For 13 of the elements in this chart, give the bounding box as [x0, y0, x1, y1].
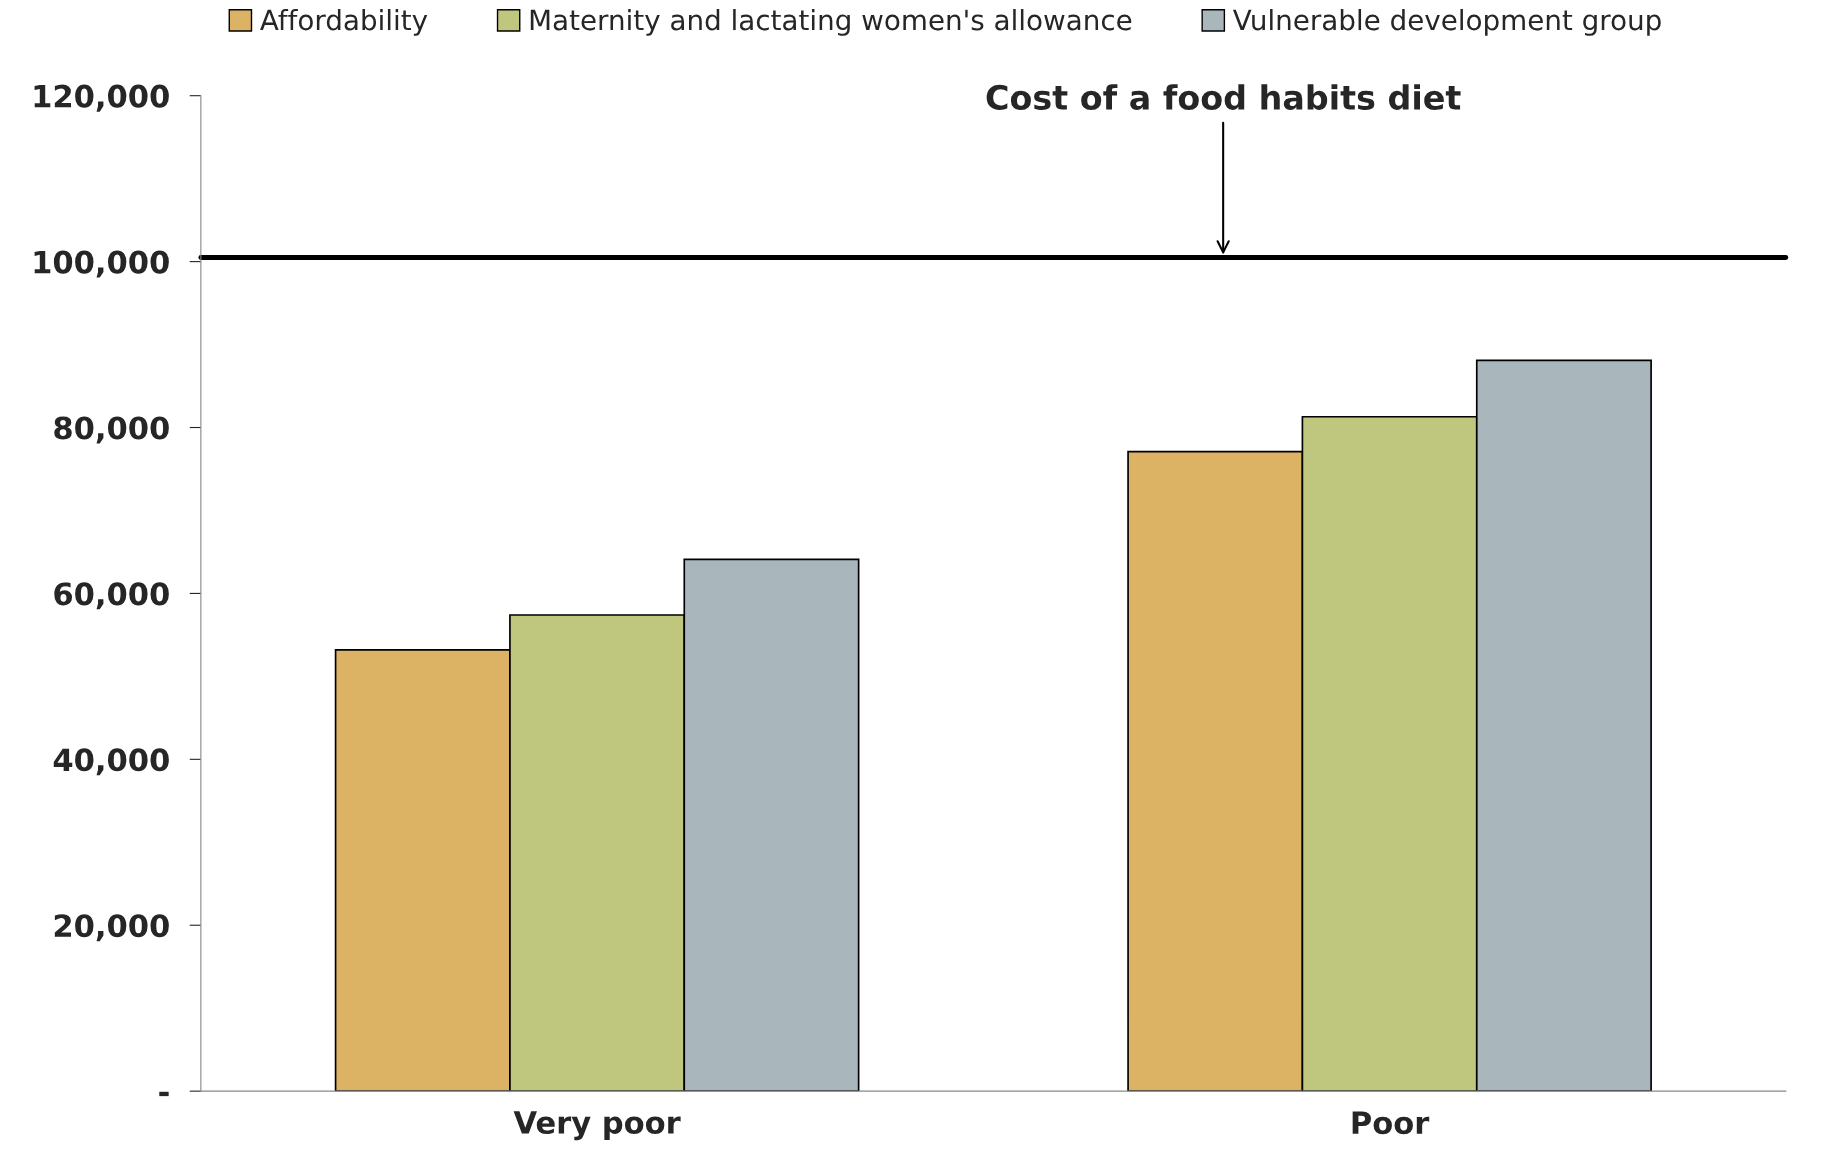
legend-label: Vulnerable development group	[1232, 8, 1661, 36]
ref-line-label: Cost of a food habits diet	[986, 84, 1461, 110]
x-tick-label: Poor	[1352, 1111, 1430, 1135]
legend-label: Affordability	[260, 8, 428, 36]
x-tick-label: Very poor	[513, 1111, 681, 1141]
y-tick-label: 60,000	[54, 582, 169, 610]
y-tick-label: -	[159, 1091, 169, 1097]
y-tick-label: 20,000	[54, 914, 169, 942]
y-tick-label: 120,000	[34, 84, 169, 112]
legend-label: Maternity and lactating women's allowance	[530, 8, 1132, 36]
y-tick-label: 100,000	[34, 250, 169, 278]
y-tick-label: 80,000	[54, 416, 169, 444]
y-tick-label: 40,000	[53, 748, 169, 776]
